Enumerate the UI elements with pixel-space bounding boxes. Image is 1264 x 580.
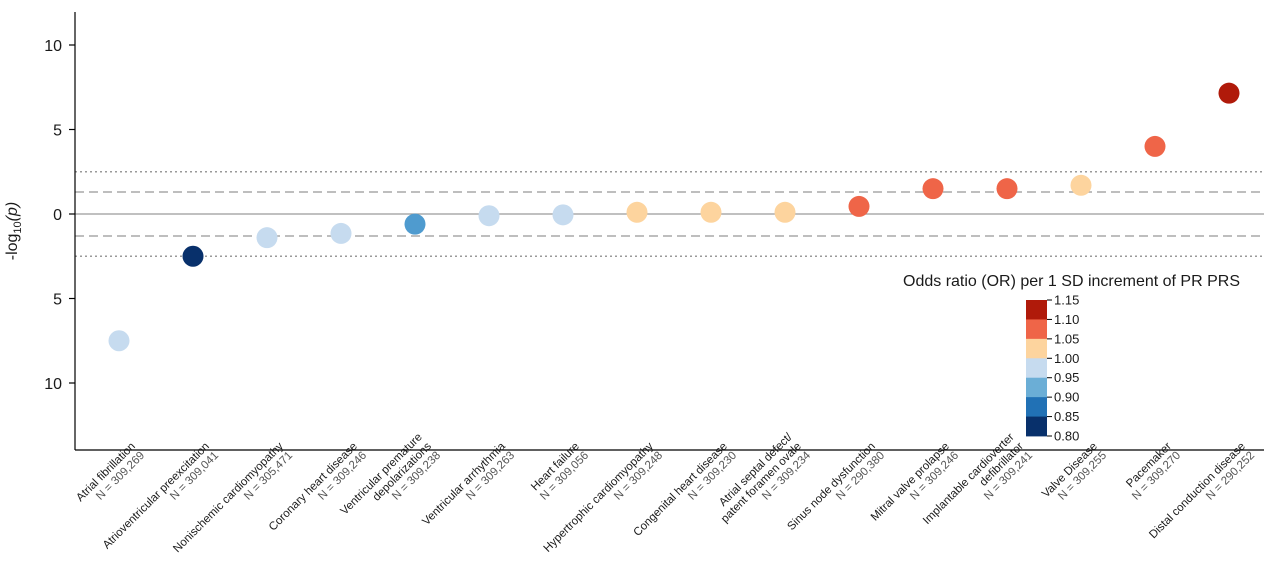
- legend-color-swatch: [1026, 416, 1047, 437]
- legend-color-swatch: [1026, 319, 1047, 340]
- data-point: [996, 178, 1018, 200]
- data-point: [922, 178, 944, 200]
- y-tick-label: 5: [53, 123, 62, 140]
- data-point: [256, 227, 278, 249]
- y-ticks: 10 5 0 5 10: [44, 38, 75, 393]
- data-point: [1218, 82, 1240, 104]
- legend-title: Odds ratio (OR) per 1 SD increment of PR…: [903, 273, 1240, 290]
- data-point: [1144, 135, 1166, 157]
- data-point: [774, 201, 796, 223]
- legend-label: 0.95: [1054, 370, 1079, 385]
- legend-color-swatch: [1026, 358, 1047, 379]
- data-point: [1070, 174, 1092, 196]
- y-tick-label: 0: [53, 207, 62, 224]
- legend-label: 1.15: [1054, 293, 1079, 308]
- y-axis-label: -log10(p): [4, 202, 24, 261]
- data-point: [626, 201, 648, 223]
- legend-color-swatch: [1026, 338, 1047, 359]
- legend-label: 0.80: [1054, 429, 1079, 444]
- data-point: [552, 204, 574, 226]
- data-point: [848, 195, 870, 217]
- y-tick-label: 10: [44, 38, 62, 55]
- y-tick-label: 5: [53, 292, 62, 309]
- legend-label: 0.90: [1054, 390, 1079, 405]
- y-axis-label-post: (p): [4, 202, 21, 222]
- y-axis-label-pre: -log: [4, 234, 21, 261]
- data-points: [108, 82, 1240, 352]
- legend-color-swatch: [1026, 397, 1047, 417]
- data-point: [330, 222, 352, 244]
- data-point: [182, 245, 204, 267]
- legend-color-swatch: [1026, 377, 1047, 398]
- legend: Odds ratio (OR) per 1 SD increment of PR…: [903, 273, 1240, 444]
- y-tick-label: 10: [44, 376, 62, 393]
- legend-label: 1.10: [1054, 312, 1079, 327]
- data-point: [404, 213, 426, 235]
- data-point: [108, 330, 130, 352]
- legend-color-swatch: [1026, 300, 1047, 320]
- legend-label: 0.85: [1054, 409, 1079, 424]
- data-point: [700, 201, 722, 223]
- legend-label: 1.05: [1054, 331, 1079, 346]
- legend-label: 1.00: [1054, 351, 1079, 366]
- data-point: [478, 205, 500, 227]
- y-axis-label-sub: 10: [12, 221, 24, 233]
